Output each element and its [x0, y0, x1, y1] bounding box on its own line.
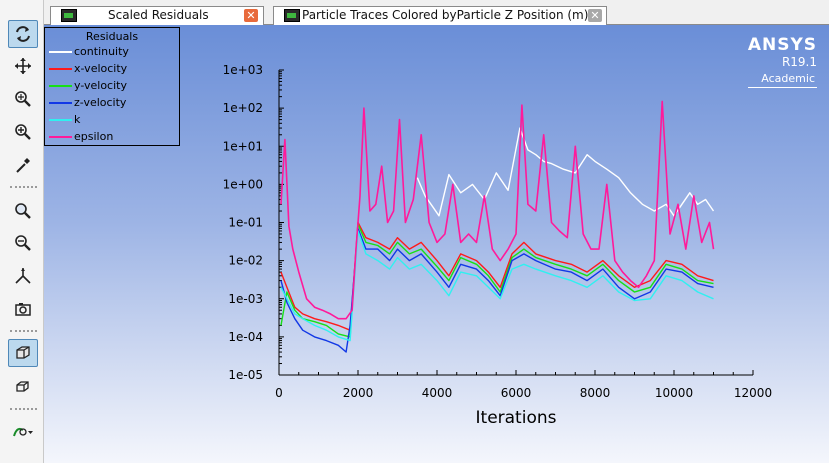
ansys-logo: ANSYS R19.1 Academic	[747, 35, 817, 88]
graphics-toolbar	[0, 0, 44, 463]
legend-label: k	[74, 113, 81, 126]
y-tick-label: 1e+01	[223, 139, 263, 153]
series-y-velocity	[280, 223, 714, 338]
toolbar-separator	[10, 330, 37, 332]
tab-scaled-residuals[interactable]: Scaled Residuals ✕	[50, 6, 264, 25]
y-tick-label: 1e+03	[223, 63, 263, 77]
pan-icon	[15, 58, 31, 74]
plot-axes: 1e+03 1e+02 1e+01 1e+00 1e-01 1e-02 1e-03 1e-04…	[223, 63, 772, 428]
zoom-plus-icon	[15, 124, 31, 140]
zoom-in-out-button[interactable]	[8, 85, 38, 113]
legend-item-z-velocity: z-velocity	[45, 95, 179, 112]
x-tick-label: 0	[275, 386, 283, 400]
legend-label: x-velocity	[74, 62, 128, 75]
y-tick-label: 1e+00	[223, 177, 263, 191]
legend-swatch	[49, 51, 72, 53]
axes-icon	[15, 268, 31, 284]
rotate-view-button[interactable]	[8, 20, 38, 48]
rotate-icon	[16, 26, 30, 42]
legend-item-x-velocity: x-velocity	[45, 61, 179, 78]
camera-icon	[15, 303, 31, 316]
eyedropper-icon	[16, 158, 30, 173]
plot-window-icon	[284, 9, 300, 22]
legend-label: y-velocity	[74, 79, 127, 92]
orthographic-view-button[interactable]	[8, 373, 38, 401]
zoom-icon	[15, 91, 31, 107]
legend-label: epsilon	[74, 130, 114, 143]
legend-title: Residuals	[85, 30, 139, 43]
pan-button[interactable]	[8, 52, 38, 80]
legend-item-y-velocity: y-velocity	[45, 78, 179, 95]
legend-swatch	[49, 119, 72, 121]
fit-to-window-button[interactable]	[8, 197, 38, 225]
legend-item-epsilon: epsilon	[45, 129, 179, 146]
legend-swatch	[49, 68, 72, 70]
legend-swatch	[49, 136, 72, 138]
legend-label: z-velocity	[74, 96, 127, 109]
brand-name: ANSYS	[747, 35, 817, 55]
zoom-out-button[interactable]	[8, 229, 38, 257]
series-k	[280, 230, 714, 342]
y-tick-label: 1e+02	[223, 101, 263, 115]
tab-label: Scaled Residuals	[108, 8, 209, 22]
plot-window-icon	[61, 9, 77, 22]
zoom-fit-icon	[15, 203, 31, 219]
tab-bar: Scaled Residuals ✕ Particle Traces Color…	[44, 0, 829, 25]
residuals-legend: Residuals continuity x-velocity y-veloci…	[44, 27, 180, 146]
legend-swatch	[49, 85, 72, 87]
brand-edition: Academic	[747, 72, 817, 88]
residuals-plot: 1e+03 1e+02 1e+01 1e+00 1e-01 1e-02 1e-03 1e-04…	[223, 63, 772, 428]
x-tick-label: 12000	[734, 386, 772, 400]
tab-particle-traces[interactable]: Particle Traces Colored byParticle Z Pos…	[273, 6, 607, 25]
graphics-window[interactable]: 1e+03 1e+02 1e+01 1e+00 1e-01 1e-02 1e-03 1e-04…	[44, 25, 829, 463]
lights-icon	[13, 427, 33, 437]
plot-series	[280, 100, 715, 353]
toolbar-separator	[10, 186, 37, 188]
x-tick-label: 2000	[343, 386, 374, 400]
legend-item-continuity: continuity	[45, 44, 179, 61]
legend-swatch	[49, 102, 72, 104]
tab-label: Particle Traces Colored byParticle Z Pos…	[302, 8, 589, 22]
series-continuity	[416, 127, 715, 217]
x-tick-label: 8000	[580, 386, 611, 400]
cube-solid-icon	[16, 346, 30, 359]
zoom-to-area-button[interactable]	[8, 118, 38, 146]
series-epsilon	[280, 100, 715, 320]
brand-version: R19.1	[781, 55, 817, 69]
close-icon[interactable]: ✕	[588, 9, 602, 22]
perspective-view-button[interactable]	[8, 339, 38, 367]
x-tick-label: 6000	[501, 386, 532, 400]
legend-item-k: k	[45, 112, 179, 129]
lights-dropdown-button[interactable]	[8, 418, 38, 446]
zoom-minus-icon	[15, 235, 31, 251]
probe-button[interactable]	[8, 151, 38, 179]
axes-button[interactable]	[8, 262, 38, 290]
x-axis-title: Iterations	[476, 408, 557, 428]
legend-label: continuity	[74, 45, 129, 58]
y-tick-label: 1e-03	[228, 292, 263, 306]
close-icon[interactable]: ✕	[244, 9, 258, 22]
series-z-velocity	[280, 227, 714, 353]
x-tick-label: 10000	[655, 386, 693, 400]
series-x-velocity	[280, 221, 714, 331]
y-tick-label: 1e-05	[228, 368, 263, 382]
y-tick-label: 1e-01	[228, 216, 263, 230]
cube-outline-icon	[16, 381, 29, 392]
x-tick-label: 4000	[422, 386, 453, 400]
toolbar-separator	[10, 408, 37, 410]
y-tick-label: 1e-04	[228, 330, 263, 344]
snapshot-button[interactable]	[8, 295, 38, 323]
y-tick-label: 1e-02	[228, 254, 263, 268]
